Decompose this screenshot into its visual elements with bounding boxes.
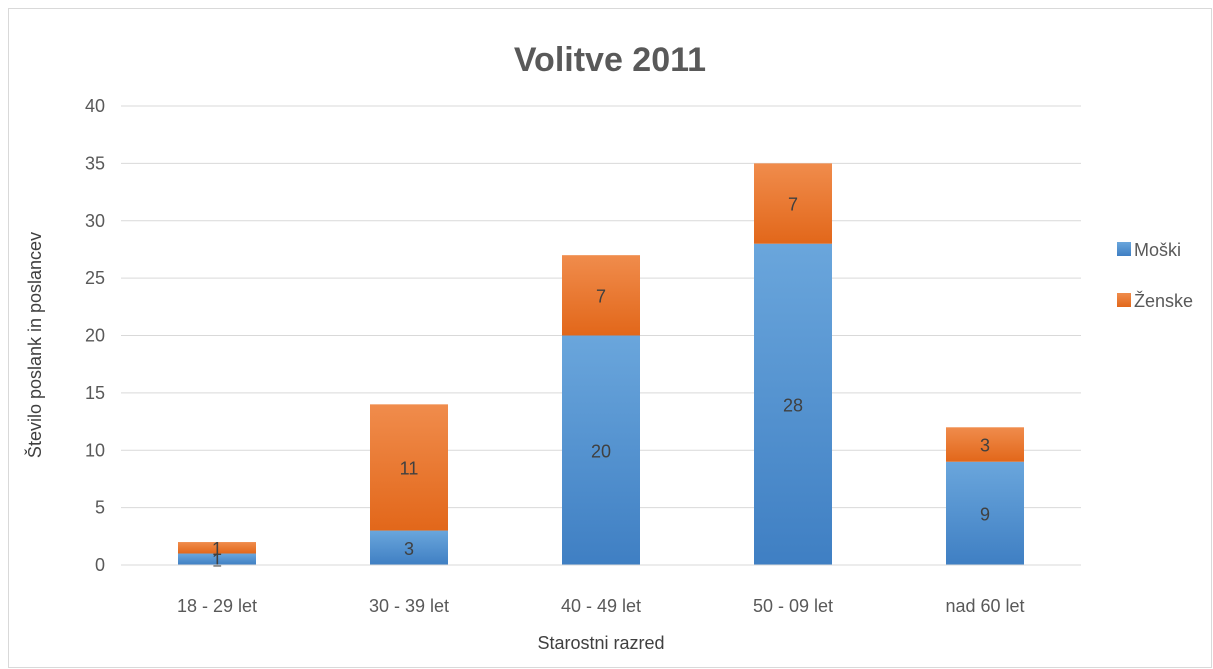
x-tick-label: 40 - 49 let — [561, 596, 641, 616]
data-labels: 11 3 11 20 7 28 7 9 3 — [212, 195, 990, 571]
y-tick-label: 40 — [85, 96, 105, 116]
y-axis-ticks: 0 5 10 15 20 25 30 35 40 — [85, 96, 105, 575]
y-tick-label: 5 — [95, 498, 105, 518]
legend: Moški Ženske — [1117, 240, 1193, 311]
x-tick-label: 50 - 09 let — [753, 596, 833, 616]
chart-svg: Volitve 2011 0 5 10 15 20 25 30 35 40 11 3 11 20 7 28… — [24, 41, 1193, 653]
bar-moski — [178, 553, 256, 565]
data-label: 7 — [596, 286, 606, 306]
legend-swatch — [1117, 242, 1131, 256]
y-tick-label: 30 — [85, 211, 105, 231]
data-label: 1 — [212, 539, 222, 559]
data-label: 1 — [212, 550, 222, 570]
data-label: 20 — [591, 441, 611, 461]
bar-zenske — [370, 404, 448, 531]
x-tick-label: 18 - 29 let — [177, 596, 257, 616]
bar-moski — [754, 243, 832, 565]
y-axis-title: Število poslank in poslancev — [24, 232, 45, 458]
bars — [178, 163, 1024, 565]
data-label: 9 — [980, 504, 990, 524]
bar-moski — [946, 461, 1024, 565]
data-label: 3 — [980, 436, 990, 456]
y-tick-label: 10 — [85, 440, 105, 460]
x-axis-title: Starostni razred — [537, 633, 664, 653]
legend-label: Moški — [1134, 240, 1181, 260]
x-axis-ticks: 18 - 29 let 30 - 39 let 40 - 49 let 50 - 09… — [177, 596, 1025, 616]
data-label: 28 — [783, 395, 803, 415]
x-tick-label: 30 - 39 let — [369, 596, 449, 616]
data-label: 7 — [788, 195, 798, 215]
y-tick-label: 25 — [85, 268, 105, 288]
y-tick-label: 20 — [85, 326, 105, 346]
y-tick-label: 15 — [85, 383, 105, 403]
data-label: 11 — [400, 458, 419, 478]
bar-moski — [370, 530, 448, 565]
y-tick-label: 35 — [85, 153, 105, 173]
bar-zenske — [562, 255, 640, 336]
x-tick-label: nad 60 let — [945, 596, 1024, 616]
legend-label: Ženske — [1134, 291, 1193, 311]
bar-moski — [562, 335, 640, 565]
chart-frame: Volitve 2011 0 5 10 15 20 25 30 35 40 1 1 3 11 20 7 28… — [8, 8, 1212, 668]
bar-zenske — [178, 542, 256, 554]
chart-title: Volitve 2011 — [514, 41, 706, 79]
legend-swatch — [1117, 293, 1131, 307]
bar-zenske — [754, 163, 832, 244]
bar-zenske — [946, 427, 1024, 462]
data-label: 3 — [404, 539, 414, 559]
y-tick-label: 0 — [95, 555, 105, 575]
